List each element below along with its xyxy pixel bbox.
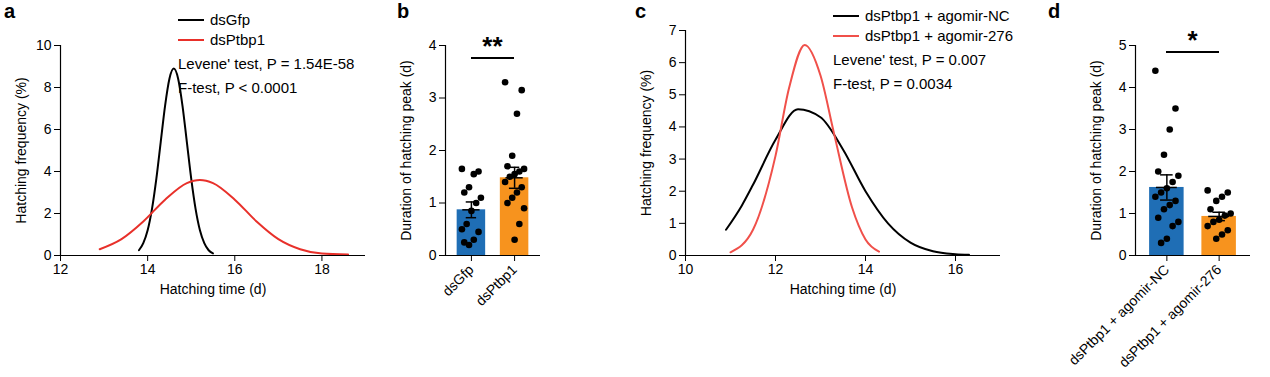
html-text:dsPtbp1 + agomir-276: dsPtbp1 + agomir-276 (865, 27, 1013, 44)
svg-text:6: 6 (669, 54, 677, 70)
svg-text:3: 3 (669, 151, 677, 167)
html-text:F-test, P < 0.0001: F-test, P < 0.0001 (178, 79, 298, 96)
html-text:d: d (1048, 0, 1061, 22)
svg-text:4: 4 (44, 163, 52, 179)
html-text:c: c (635, 0, 647, 22)
svg-text:2: 2 (44, 205, 52, 221)
svg-text:3: 3 (429, 89, 437, 105)
html-text:Levene' test, P = 1.54E-58: Levene' test, P = 1.54E-58 (178, 55, 355, 72)
html-text:dsPtbp1: dsPtbp1 (210, 31, 265, 48)
svg-text:3: 3 (1119, 121, 1127, 137)
svg-text:Duration of hatching peak (d): Duration of hatching peak (d) (1088, 60, 1104, 241)
svg-text:1: 1 (429, 194, 437, 210)
svg-text:14: 14 (858, 261, 874, 277)
svg-text:0: 0 (669, 247, 677, 263)
svg-text:dsPtbp1: dsPtbp1 (472, 261, 520, 309)
svg-text:16: 16 (948, 261, 964, 277)
svg-text:1: 1 (669, 215, 677, 231)
svg-text:18: 18 (314, 261, 330, 277)
svg-text:Hatching time (d): Hatching time (d) (790, 281, 897, 297)
svg-text:Duration of hatching peak (d): Duration of hatching peak (d) (398, 60, 414, 241)
svg-text:Hatching frequency (%): Hatching frequency (%) (13, 77, 29, 223)
svg-text:5: 5 (1119, 37, 1127, 53)
svg-text:14: 14 (140, 261, 156, 277)
svg-text:4: 4 (669, 118, 677, 134)
svg-text:dsGfp: dsGfp (439, 261, 477, 299)
svg-text:0: 0 (429, 247, 437, 263)
svg-text:12: 12 (768, 261, 784, 277)
svg-text:7: 7 (669, 22, 677, 38)
svg-text:2: 2 (669, 183, 677, 199)
svg-text:16: 16 (227, 261, 243, 277)
svg-text:dsPtbp1 + agomir-276: dsPtbp1 + agomir-276 (1115, 261, 1224, 370)
svg-text:Hatching frequency (%): Hatching frequency (%) (638, 70, 654, 216)
svg-text:1: 1 (1119, 205, 1127, 221)
html-text:dsGfp: dsGfp (210, 11, 250, 28)
svg-text:0: 0 (44, 247, 52, 263)
html-text:b: b (397, 0, 410, 22)
svg-text:dsPtbp1 + agomir-NC: dsPtbp1 + agomir-NC (1065, 261, 1172, 368)
html-text:a: a (4, 0, 16, 22)
svg-text:10: 10 (36, 37, 52, 53)
svg-text:8: 8 (44, 79, 52, 95)
svg-text:12: 12 (53, 261, 69, 277)
svg-text:4: 4 (1119, 79, 1127, 95)
html-text:Levene' test, P = 0.007: Levene' test, P = 0.007 (833, 51, 987, 68)
svg-text:4: 4 (429, 37, 437, 53)
svg-text:0: 0 (1119, 247, 1127, 263)
svg-text:2: 2 (1119, 163, 1127, 179)
svg-text:5: 5 (669, 86, 677, 102)
html-text:dsPtbp1 + agomir-NC: dsPtbp1 + agomir-NC (865, 7, 1010, 24)
svg-text:Hatching time (d): Hatching time (d) (160, 281, 267, 297)
svg-text:6: 6 (44, 121, 52, 137)
svg-text:10: 10 (678, 261, 694, 277)
html-text:F-test, P = 0.0034: F-test, P = 0.0034 (833, 75, 953, 92)
svg-text:2: 2 (429, 142, 437, 158)
